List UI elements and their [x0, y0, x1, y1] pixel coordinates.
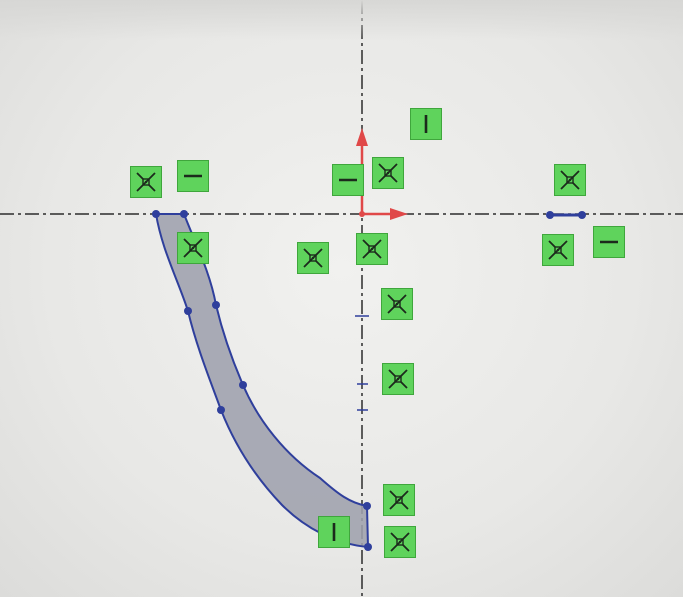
sketch-points	[152, 210, 372, 551]
sketch-point[interactable]	[152, 210, 160, 218]
horizontal-relation-right[interactable]	[593, 226, 625, 258]
coincident-relation-origin-b[interactable]	[297, 242, 329, 274]
vertical-relation-bottom[interactable]	[318, 516, 350, 548]
coincident-relation-origin-a[interactable]	[372, 157, 404, 189]
coincident-relation-right-top[interactable]	[554, 164, 586, 196]
sketch-point[interactable]	[239, 381, 247, 389]
coincident-relation-left-below[interactable]	[177, 232, 209, 264]
sketch-point[interactable]	[184, 307, 192, 315]
coincident-relation-axis-1[interactable]	[381, 288, 413, 320]
coincident-relation-origin-c[interactable]	[356, 233, 388, 265]
vertical-relation-top[interactable]	[410, 108, 442, 140]
axis-tick-marks	[355, 315, 369, 411]
right-horizontal-segment[interactable]	[546, 211, 586, 219]
coincident-relation-bottom-2[interactable]	[384, 526, 416, 558]
sketch-point[interactable]	[180, 210, 188, 218]
sketch-point[interactable]	[364, 543, 372, 551]
horizontal-relation-origin[interactable]	[332, 164, 364, 196]
coincident-relation-right-below[interactable]	[542, 234, 574, 266]
sketch-point[interactable]	[212, 301, 220, 309]
horizontal-relation-left-top[interactable]	[177, 160, 209, 192]
sketch-point[interactable]	[363, 502, 371, 510]
sketch-point[interactable]	[217, 406, 225, 414]
coincident-relation-bottom-1[interactable]	[383, 484, 415, 516]
coincident-relation-axis-2[interactable]	[382, 363, 414, 395]
coincident-relation-left-top[interactable]	[130, 166, 162, 198]
